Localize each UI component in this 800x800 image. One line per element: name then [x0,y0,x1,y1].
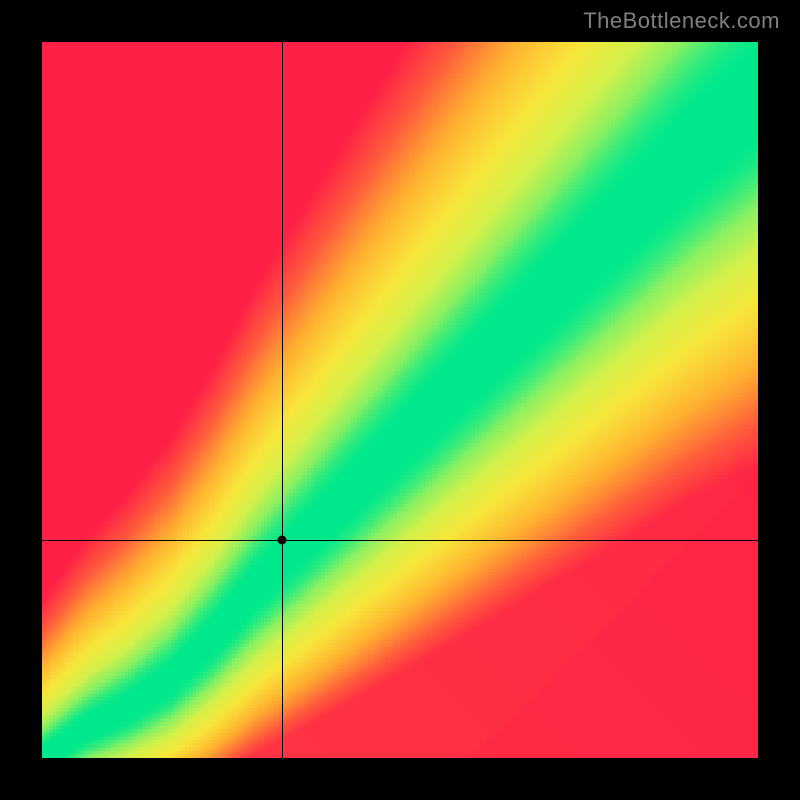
watermark-text: TheBottleneck.com [583,8,780,34]
heatmap-plot [42,42,758,758]
chart-frame: TheBottleneck.com [0,0,800,800]
heatmap-canvas [42,42,758,758]
